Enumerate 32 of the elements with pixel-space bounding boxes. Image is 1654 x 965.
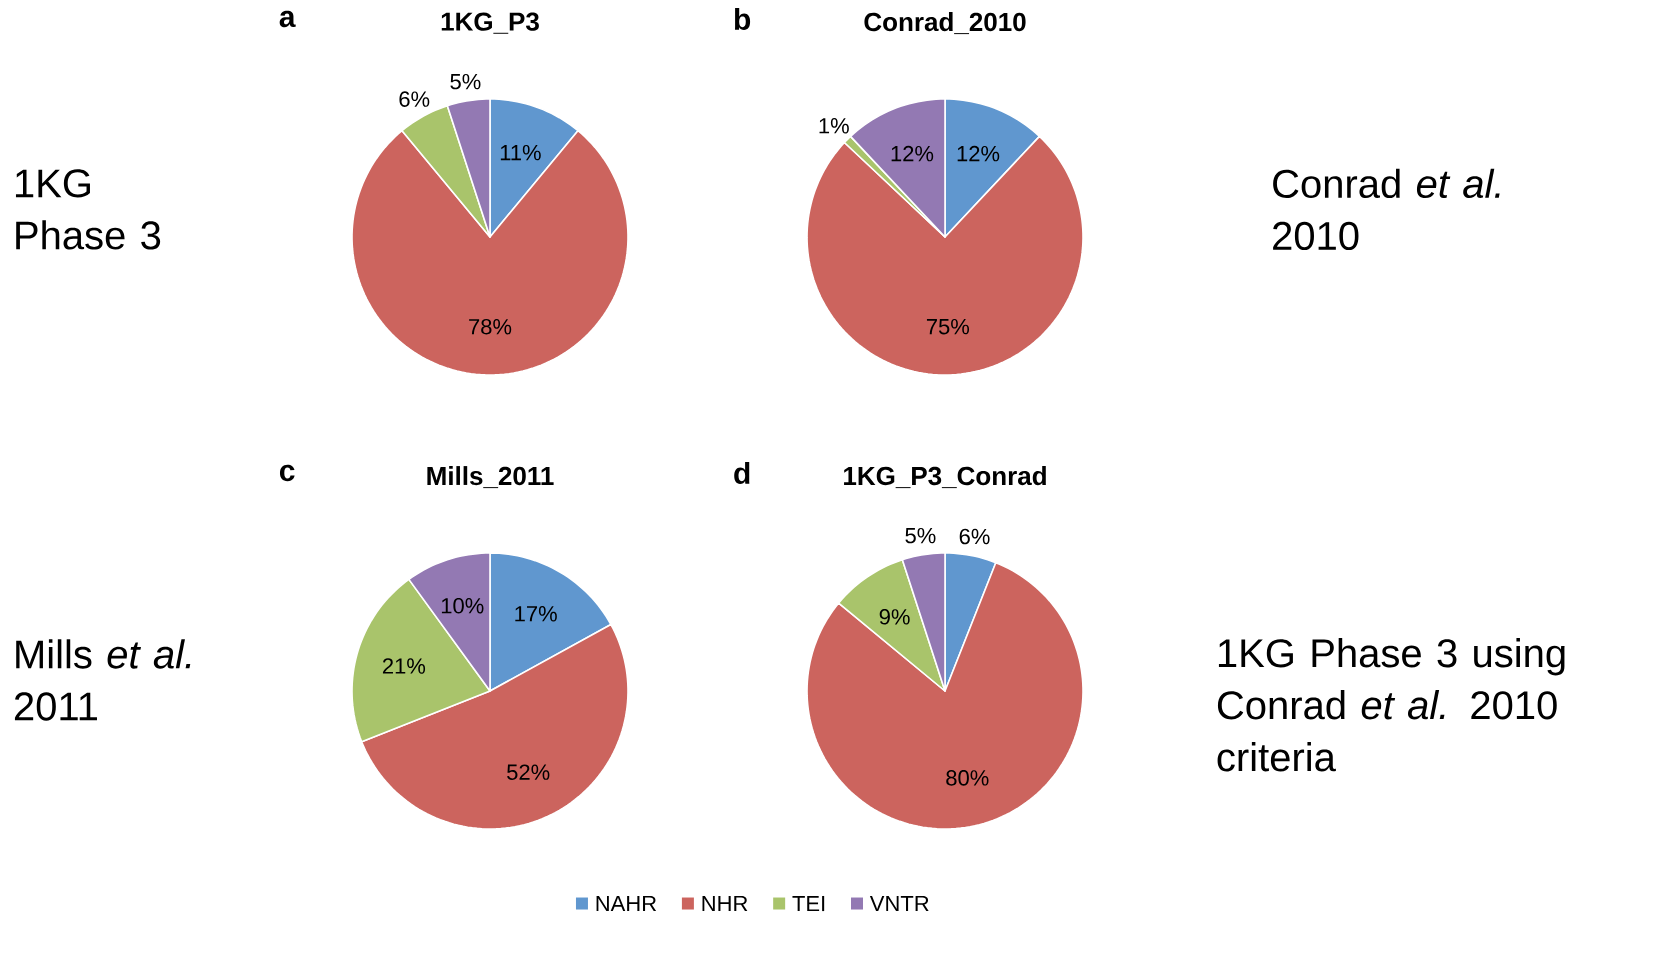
legend-label: TEI — [792, 895, 825, 912]
text: a — [279, 10, 296, 28]
data-label: 9% — [879, 609, 910, 625]
text: 1KG Phase 3 — [15, 169, 161, 250]
text: Mills et al. 2011 — [14, 639, 191, 721]
chart-title: 1KG_P3 — [441, 12, 539, 34]
data-label: 52% — [507, 764, 550, 780]
data-label: 12% — [957, 145, 1000, 162]
text: c — [279, 464, 295, 482]
text: Conrad et al. 2010 — [1273, 168, 1500, 251]
data-label: 11% — [500, 144, 541, 161]
text: b — [734, 7, 751, 30]
data-label: 78% — [469, 318, 512, 335]
data-label: 10% — [441, 597, 484, 614]
data-label: 5% — [905, 527, 936, 544]
data-label: 5% — [450, 73, 481, 90]
data-label: 21% — [382, 658, 426, 674]
chart-title: 1KG_P3_Conrad — [844, 466, 1046, 489]
data-label: 17% — [515, 606, 557, 622]
data-label: 12% — [891, 145, 934, 162]
data-label: 1% — [819, 118, 849, 134]
text: 1KG Phase 3 using Conrad et al. 2010 criteria — [1217, 638, 1565, 772]
data-label: 75% — [926, 318, 970, 335]
chart-title: Mills_2011 — [427, 466, 554, 489]
data-label: 6% — [399, 91, 430, 107]
text: d — [734, 461, 750, 484]
legend-label: NHR — [702, 895, 748, 912]
chart-title: Conrad_2010 — [864, 12, 1026, 35]
data-label: 6% — [959, 528, 990, 545]
legend-label: NAHR — [596, 895, 657, 912]
legend-label: VNTR — [869, 895, 929, 912]
data-label: 80% — [946, 770, 989, 786]
